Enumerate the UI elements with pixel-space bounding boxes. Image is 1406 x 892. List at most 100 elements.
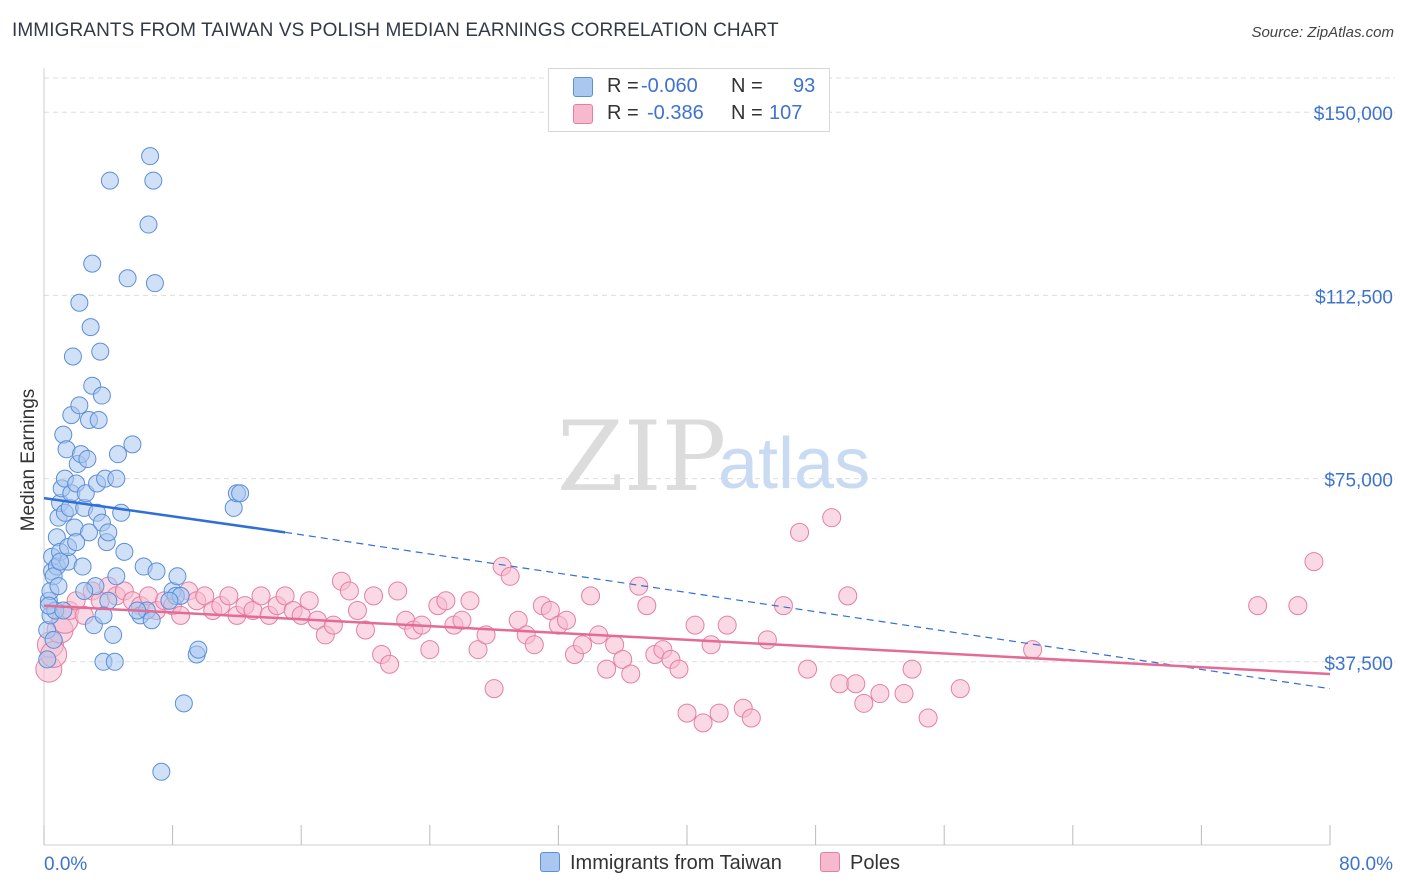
grid-lines bbox=[44, 77, 1395, 663]
poles-point bbox=[846, 674, 866, 694]
poles-point bbox=[854, 693, 874, 713]
poles-point bbox=[790, 522, 810, 542]
poles-point bbox=[508, 610, 528, 630]
legend-r-value: -0.386 bbox=[647, 102, 704, 124]
taiwan-point bbox=[174, 694, 193, 713]
taiwan-point bbox=[92, 386, 111, 405]
legend-r-label: R = bbox=[607, 75, 639, 97]
poles-point bbox=[830, 674, 850, 694]
taiwan-point bbox=[105, 652, 124, 671]
taiwan-point bbox=[107, 567, 126, 586]
y-tick-label: $37,500 bbox=[1324, 654, 1393, 675]
poles-point bbox=[669, 659, 689, 679]
poles-point bbox=[894, 684, 914, 704]
poles-point bbox=[299, 591, 319, 611]
poles-point bbox=[540, 601, 560, 621]
taiwan-point bbox=[80, 523, 99, 542]
taiwan-point bbox=[54, 425, 73, 444]
taiwan-point bbox=[141, 147, 160, 166]
poles-point bbox=[420, 640, 440, 660]
bottom-legend-taiwan: Immigrants from Taiwan bbox=[540, 852, 782, 875]
poles-point bbox=[798, 659, 818, 679]
x-tick-label: 80.0% bbox=[1339, 854, 1393, 875]
poles-point bbox=[364, 586, 384, 606]
poles-point bbox=[556, 610, 576, 630]
taiwan-point bbox=[38, 650, 57, 669]
chart-title: IMMIGRANTS FROM TAIWAN VS POLISH MEDIAN … bbox=[12, 20, 779, 41]
poles-point bbox=[323, 615, 343, 635]
taiwan-point bbox=[73, 557, 92, 576]
poles-point bbox=[701, 635, 721, 655]
bottom-swatch-pink bbox=[820, 852, 840, 872]
tick-labels: $37,500 $75,000 $112,500 $150,000 0.0% 80.0% bbox=[44, 104, 1393, 875]
legend-n-label: N = bbox=[731, 75, 763, 97]
taiwan-point bbox=[189, 640, 208, 659]
poles-point bbox=[251, 586, 271, 606]
poles-point bbox=[870, 684, 890, 704]
poles-point bbox=[388, 581, 408, 601]
poles-point bbox=[380, 654, 400, 674]
taiwan-point bbox=[81, 318, 100, 337]
taiwan-point bbox=[94, 606, 113, 625]
taiwan-trend-extension bbox=[285, 531, 1331, 690]
poles-point bbox=[219, 586, 239, 606]
watermark: ZIP atlas bbox=[557, 401, 870, 513]
taiwan-point bbox=[100, 171, 119, 190]
taiwan-point bbox=[51, 552, 70, 571]
taiwan-point bbox=[91, 342, 110, 361]
poles-point bbox=[838, 586, 858, 606]
poles-point bbox=[613, 649, 633, 669]
poles-point bbox=[1248, 596, 1268, 616]
taiwan-point bbox=[168, 567, 187, 586]
poles-point bbox=[195, 586, 215, 606]
poles-points bbox=[35, 508, 1324, 733]
taiwan-point bbox=[118, 269, 137, 288]
poles-point bbox=[717, 615, 737, 635]
taiwan-point bbox=[160, 591, 179, 610]
source-credit: Source: ZipAtlas.com bbox=[1251, 24, 1394, 41]
poles-point bbox=[902, 659, 922, 679]
poles-point bbox=[677, 703, 697, 723]
axes bbox=[43, 68, 1331, 846]
poles-point bbox=[573, 635, 593, 655]
poles-point bbox=[637, 596, 657, 616]
taiwan-point bbox=[99, 523, 118, 542]
poles-point bbox=[918, 708, 938, 728]
taiwan-point bbox=[49, 577, 68, 596]
watermark-zip: ZIP bbox=[557, 401, 726, 513]
y-tick-label: $112,500 bbox=[1315, 287, 1393, 308]
legend-swatch-pink bbox=[573, 104, 593, 124]
poles-point bbox=[452, 610, 472, 630]
taiwan-point bbox=[145, 274, 164, 293]
taiwan-point bbox=[83, 254, 102, 273]
taiwan-point bbox=[44, 630, 63, 649]
legend-n-value: 107 bbox=[769, 102, 803, 124]
taiwan-point bbox=[139, 215, 158, 234]
poles-point bbox=[757, 630, 777, 650]
taiwan-point bbox=[144, 171, 163, 190]
taiwan-point bbox=[104, 625, 123, 644]
legend-n-label: N = bbox=[731, 102, 763, 124]
poles-point bbox=[436, 591, 456, 611]
legend-r-value: -0.060 bbox=[641, 75, 698, 97]
correlation-legend: R = -0.060 N = 93 R = -0.386 N = 107 bbox=[548, 68, 830, 132]
poles-point bbox=[1288, 596, 1308, 616]
x-tick-label: 0.0% bbox=[44, 854, 87, 875]
legend-n-value: 93 bbox=[793, 75, 816, 97]
taiwan-point bbox=[75, 581, 94, 600]
legend-r-label: R = bbox=[607, 102, 639, 124]
poles-point bbox=[741, 708, 761, 728]
bottom-legend-label: Poles bbox=[850, 852, 901, 874]
y-axis-label: Median Earnings bbox=[18, 389, 39, 532]
taiwan-point bbox=[70, 293, 89, 312]
bottom-legend-label: Immigrants from Taiwan bbox=[570, 852, 782, 874]
poles-point bbox=[460, 591, 480, 611]
taiwan-point bbox=[70, 396, 89, 415]
poles-point bbox=[524, 635, 544, 655]
y-tick-label: $150,000 bbox=[1314, 104, 1393, 125]
poles-point bbox=[484, 679, 504, 699]
poles-point bbox=[275, 586, 295, 606]
poles-point bbox=[822, 508, 842, 528]
taiwan-point bbox=[67, 533, 86, 552]
